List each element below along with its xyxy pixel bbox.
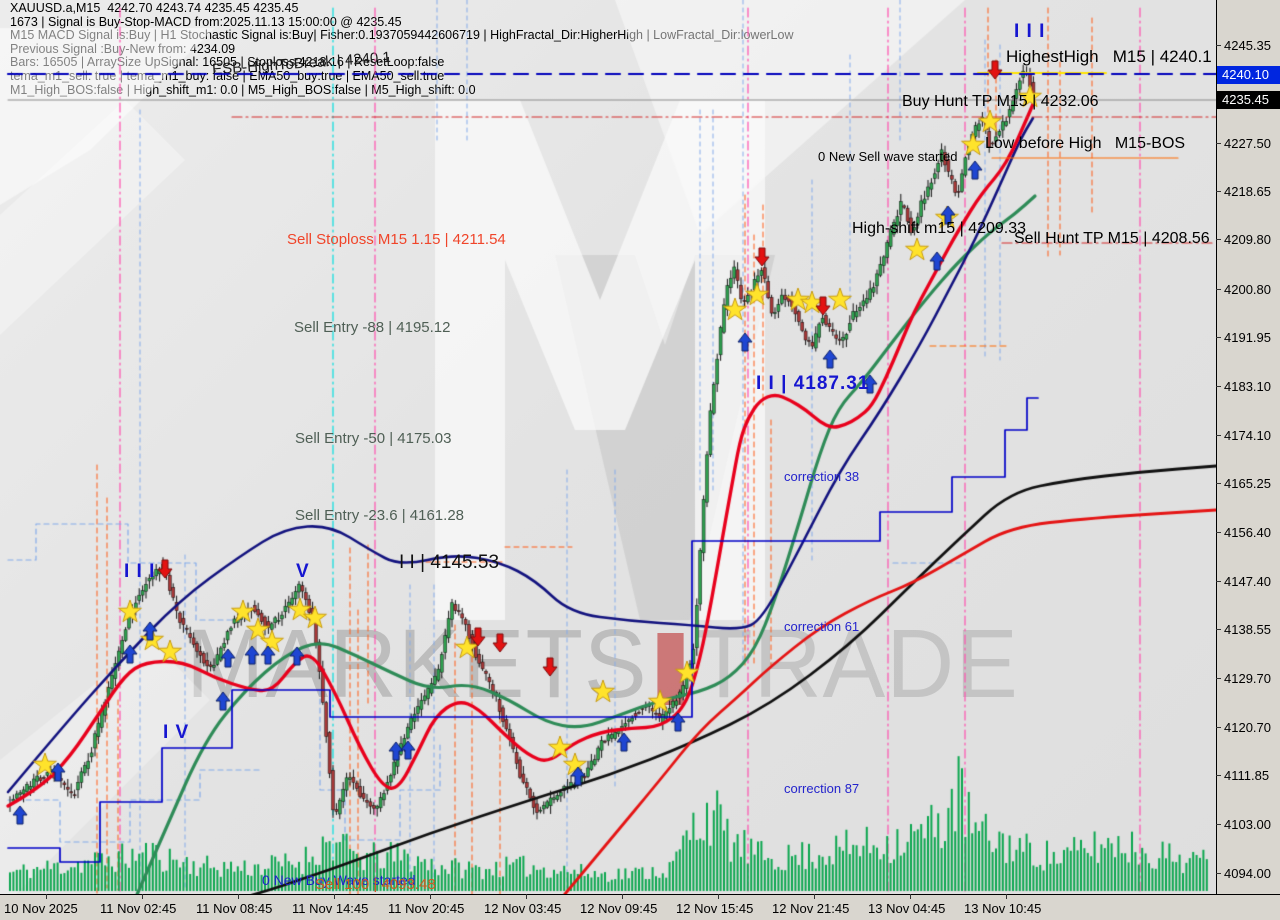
time-tick-label: 11 Nov 20:45: [388, 894, 465, 916]
time-axis[interactable]: 10 Nov 2025 11 Nov 02:45 11 Nov 08:45 11 No…: [0, 894, 1280, 920]
time-tick-label: 12 Nov 15:45: [676, 894, 754, 916]
sell-entry-50-label: Sell Entry -50 | 4175.03: [295, 430, 452, 447]
correction-61-label: correction 61: [784, 619, 860, 634]
time-tick-label: 12 Nov 09:45: [580, 894, 658, 916]
time-tick-label: 13 Nov 04:45: [868, 894, 946, 916]
last-price-tag: 4235.45: [1217, 91, 1280, 110]
price-tick-label: 4094.00: [1216, 866, 1271, 882]
bid-price-tag: 4240.10: [1217, 65, 1280, 84]
wave-iii-left-label: I I I: [124, 561, 156, 582]
sell-stoploss-label: Sell Stoploss M15 1.15 | 4211.54: [287, 231, 506, 248]
correction-87-label: correction 87: [784, 781, 860, 796]
high-shift-label: High-shift m15 | 4209.33: [852, 220, 1027, 237]
buy-hunt-tp-label: Buy Hunt TP M15 | 4232.06: [902, 93, 1099, 110]
wave-v-label: V: [296, 561, 310, 582]
wave-iv-label: I V: [163, 722, 190, 743]
price-tick-label: 4174.10: [1216, 427, 1271, 443]
correction-38-label: correction 38: [784, 469, 860, 484]
price-tick-label: 4120.70: [1216, 719, 1271, 735]
bos-before-high-label: Low before High M15-BOS: [985, 135, 1186, 152]
price-tick-label: 4218.65: [1216, 184, 1271, 200]
price-tick-label: 4103.00: [1216, 816, 1271, 832]
price-tick-label: 4209.80: [1216, 232, 1271, 248]
sell-100-label: Sell 100 | 4093.48: [315, 876, 436, 893]
price-tick-label: 4245.35: [1216, 38, 1271, 53]
sell-hunt-tp-label: Sell Hunt TP M15 | 4208.56: [1014, 230, 1210, 247]
price-tick-label: 4129.70: [1216, 670, 1271, 686]
price-tick-label: 4227.50: [1216, 135, 1271, 151]
sell-entry-88-label: Sell Entry -88 | 4195.12: [294, 319, 451, 336]
price-axis[interactable]: 4240.10 4235.45 4245.35 4227.50 4218.65 420…: [1215, 0, 1280, 894]
time-tick-label: 11 Nov 08:45: [196, 894, 273, 916]
price-tick-label: 4156.40: [1216, 524, 1271, 540]
swing-low-label: I I | 4145.53: [399, 552, 500, 573]
price-tick-label: 4147.40: [1216, 573, 1271, 589]
highest-high-label: HighestHigh M15 | 4240.1: [1006, 47, 1212, 66]
time-tick-label: 10 Nov 2025: [4, 894, 78, 916]
time-tick-label: 12 Nov 03:45: [484, 894, 562, 916]
price-tick-label: 4191.95: [1216, 330, 1271, 346]
time-tick-label: 12 Nov 21:45: [772, 894, 850, 916]
price-tick-label: 4138.55: [1216, 622, 1271, 638]
time-tick-label: 13 Nov 10:45: [964, 894, 1042, 916]
price-tick-label: 4183.10: [1216, 378, 1271, 394]
swing-high-label: I I | 4187.31: [756, 373, 870, 394]
sell-entry-236-label: Sell Entry -23.6 | 4161.28: [295, 507, 464, 524]
time-tick-label: 11 Nov 14:45: [292, 894, 369, 916]
price-tick-label: 4111.85: [1215, 768, 1270, 784]
time-tick-label: 11 Nov 02:45: [100, 894, 177, 916]
wave-iii-top-label: I I I: [1014, 21, 1046, 42]
price-tick-label: 4200.80: [1216, 281, 1271, 297]
new-sell-wave-label: 0 New Sell wave started: [818, 149, 958, 164]
new-buy-wave-label: 0 New Buy Wave started: [262, 872, 416, 888]
price-tick-label: 4165.25: [1216, 476, 1271, 492]
